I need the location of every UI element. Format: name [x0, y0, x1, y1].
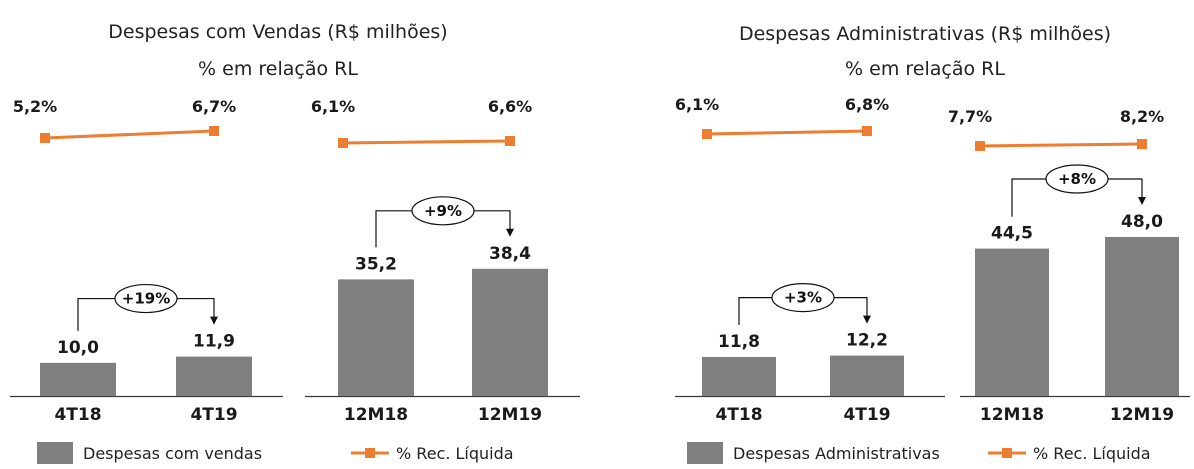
bar-value-label: 12,2: [846, 331, 888, 351]
pct-data-label: 6,7%: [192, 97, 236, 116]
legend-line-label: % Rec. Líquida: [1033, 444, 1151, 463]
legend: Despesas Administrativas % Rec. Líquida: [687, 442, 1151, 464]
pct-marker: [702, 129, 712, 139]
pct-marker: [209, 126, 219, 136]
pct-marker: [40, 133, 50, 143]
chart-panel-2: Despesas Administrativas (R$ milhões) % e…: [675, 23, 1190, 464]
growth-label: +19%: [122, 290, 170, 308]
legend-bar-label: Despesas Administrativas: [733, 444, 940, 463]
pct-marker: [505, 136, 515, 146]
x-tick-label: 4T18: [715, 405, 762, 425]
pct-data-label: 7,7%: [948, 107, 992, 126]
chart-title: Despesas com Vendas (R$ milhões): [108, 21, 447, 43]
legend-bar-swatch: [37, 442, 73, 464]
pct-data-label: 8,2%: [1120, 107, 1164, 126]
x-tick-label: 12M18: [344, 405, 408, 425]
x-tick-label: 12M18: [980, 405, 1044, 425]
bar: [830, 355, 904, 396]
chart-subtitle: % em relação RL: [845, 58, 1005, 80]
bar: [1105, 237, 1179, 396]
growth-label: +9%: [424, 202, 462, 220]
bar: [40, 362, 116, 396]
pct-line: [706, 129, 868, 136]
arrow-head-icon: [506, 228, 514, 237]
arrow-head-icon: [210, 316, 218, 325]
legend-line-label: % Rec. Líquida: [396, 444, 514, 463]
bar: [975, 248, 1049, 396]
growth-bracket: +3%: [738, 282, 871, 325]
legend-bar-label: Despesas com vendas: [83, 444, 262, 463]
growth-label: +3%: [784, 289, 822, 307]
pct-marker: [338, 138, 348, 148]
legend-line-marker: [1002, 448, 1012, 458]
bar: [338, 279, 414, 396]
arrow-head-icon: [1138, 197, 1146, 205]
bar-group-2: 44,5 12M18 48,0 12M19 7,7% 8,2% +8%: [948, 107, 1190, 425]
pct-data-label: 5,2%: [13, 97, 57, 116]
growth-badge: [114, 283, 178, 314]
growth-badge: [771, 282, 835, 313]
bar-value-label: 38,4: [489, 244, 531, 264]
pct-line: [44, 129, 215, 140]
bar-value-label: 11,8: [718, 332, 760, 352]
pct-marker: [975, 141, 985, 151]
bar: [176, 356, 252, 396]
bar: [702, 356, 776, 396]
bar-value-label: 48,0: [1121, 212, 1163, 232]
bar-group-1: 11,8 4T18 12,2 4T19 6,1% 6,8% +3%: [675, 95, 945, 425]
pct-data-label: 6,1%: [311, 97, 355, 116]
bar-value-label: 11,9: [193, 332, 235, 352]
legend-line-marker: [365, 448, 375, 458]
x-tick-label: 12M19: [1110, 405, 1174, 425]
pct-line: [979, 142, 1143, 148]
x-tick-label: 4T18: [54, 405, 101, 425]
growth-bracket: +8%: [1011, 164, 1146, 217]
pct-line: [342, 139, 511, 145]
growth-label: +8%: [1058, 170, 1096, 188]
pct-data-label: 6,8%: [845, 95, 889, 114]
chart-title: Despesas Administrativas (R$ milhões): [739, 23, 1111, 45]
legend-bar-swatch: [687, 442, 723, 464]
chart-panel-1: Despesas com Vendas (R$ milhões) % em rel…: [10, 21, 580, 464]
growth-badge: [411, 196, 475, 226]
x-tick-label: 4T19: [843, 405, 890, 425]
bar-value-label: 35,2: [355, 254, 397, 274]
growth-badge: [1045, 164, 1109, 194]
growth-bracket: +9%: [375, 196, 514, 248]
chart-subtitle: % em relação RL: [198, 58, 358, 80]
pct-marker: [1137, 139, 1147, 149]
arrow-head-icon: [863, 315, 871, 324]
pct-data-label: 6,1%: [675, 95, 719, 114]
bar-group-2: 35,2 12M18 38,4 12M19 6,1% 6,6% +9%: [305, 97, 580, 425]
bar: [472, 268, 548, 396]
bar-value-label: 44,5: [991, 224, 1033, 244]
bar-value-label: 10,0: [57, 338, 99, 358]
x-tick-label: 12M19: [478, 405, 542, 425]
bar-group-1: 10,0 4T18 11,9 4T19 5,2% 6,7% +19%: [10, 97, 283, 425]
growth-bracket: +19%: [77, 283, 218, 331]
pct-data-label: 6,6%: [488, 97, 532, 116]
legend: Despesas com vendas % Rec. Líquida: [37, 442, 514, 464]
pct-marker: [862, 126, 872, 136]
x-tick-label: 4T19: [190, 405, 237, 425]
